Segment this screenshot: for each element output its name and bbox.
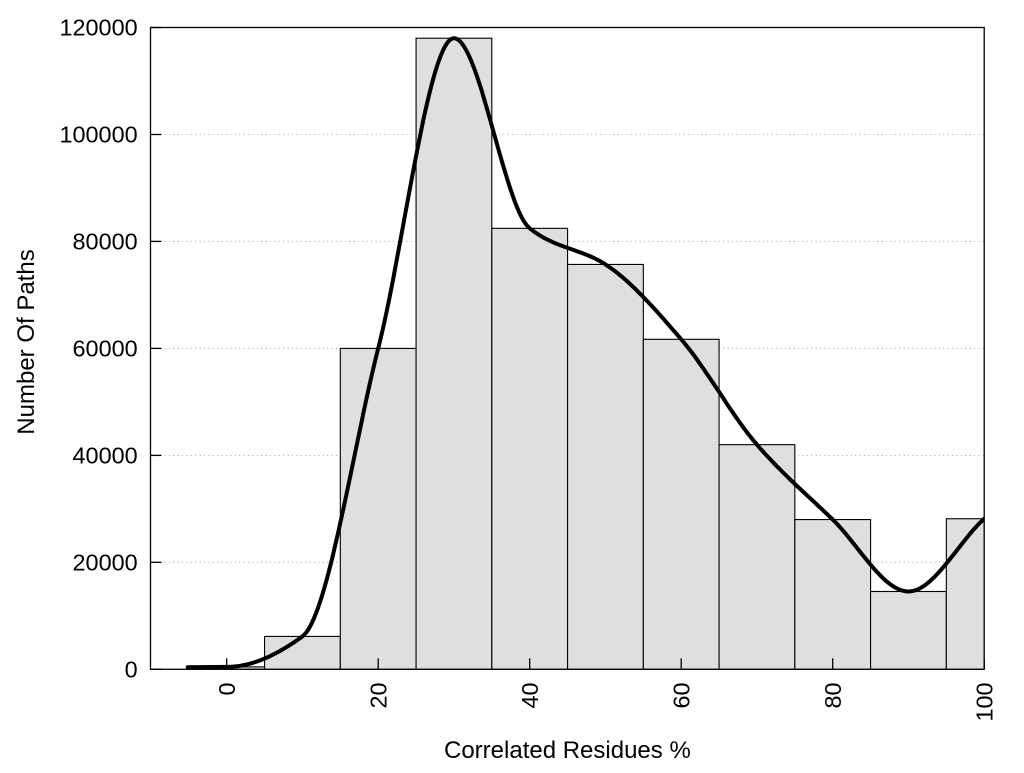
svg-text:40: 40: [517, 683, 543, 709]
svg-text:20: 20: [365, 683, 391, 709]
svg-text:0: 0: [125, 657, 138, 683]
svg-text:40000: 40000: [73, 443, 138, 469]
svg-text:60: 60: [668, 683, 694, 709]
svg-text:20000: 20000: [73, 550, 138, 576]
svg-text:120000: 120000: [60, 15, 138, 41]
svg-text:60000: 60000: [73, 336, 138, 362]
svg-text:100: 100: [971, 683, 997, 722]
svg-text:80: 80: [820, 683, 846, 709]
svg-text:80000: 80000: [73, 229, 138, 255]
svg-text:0: 0: [214, 683, 240, 696]
svg-text:100000: 100000: [60, 122, 138, 148]
svg-text:Number Of Paths: Number Of Paths: [13, 249, 40, 434]
svg-text:Correlated Residues %: Correlated Residues %: [444, 737, 691, 764]
